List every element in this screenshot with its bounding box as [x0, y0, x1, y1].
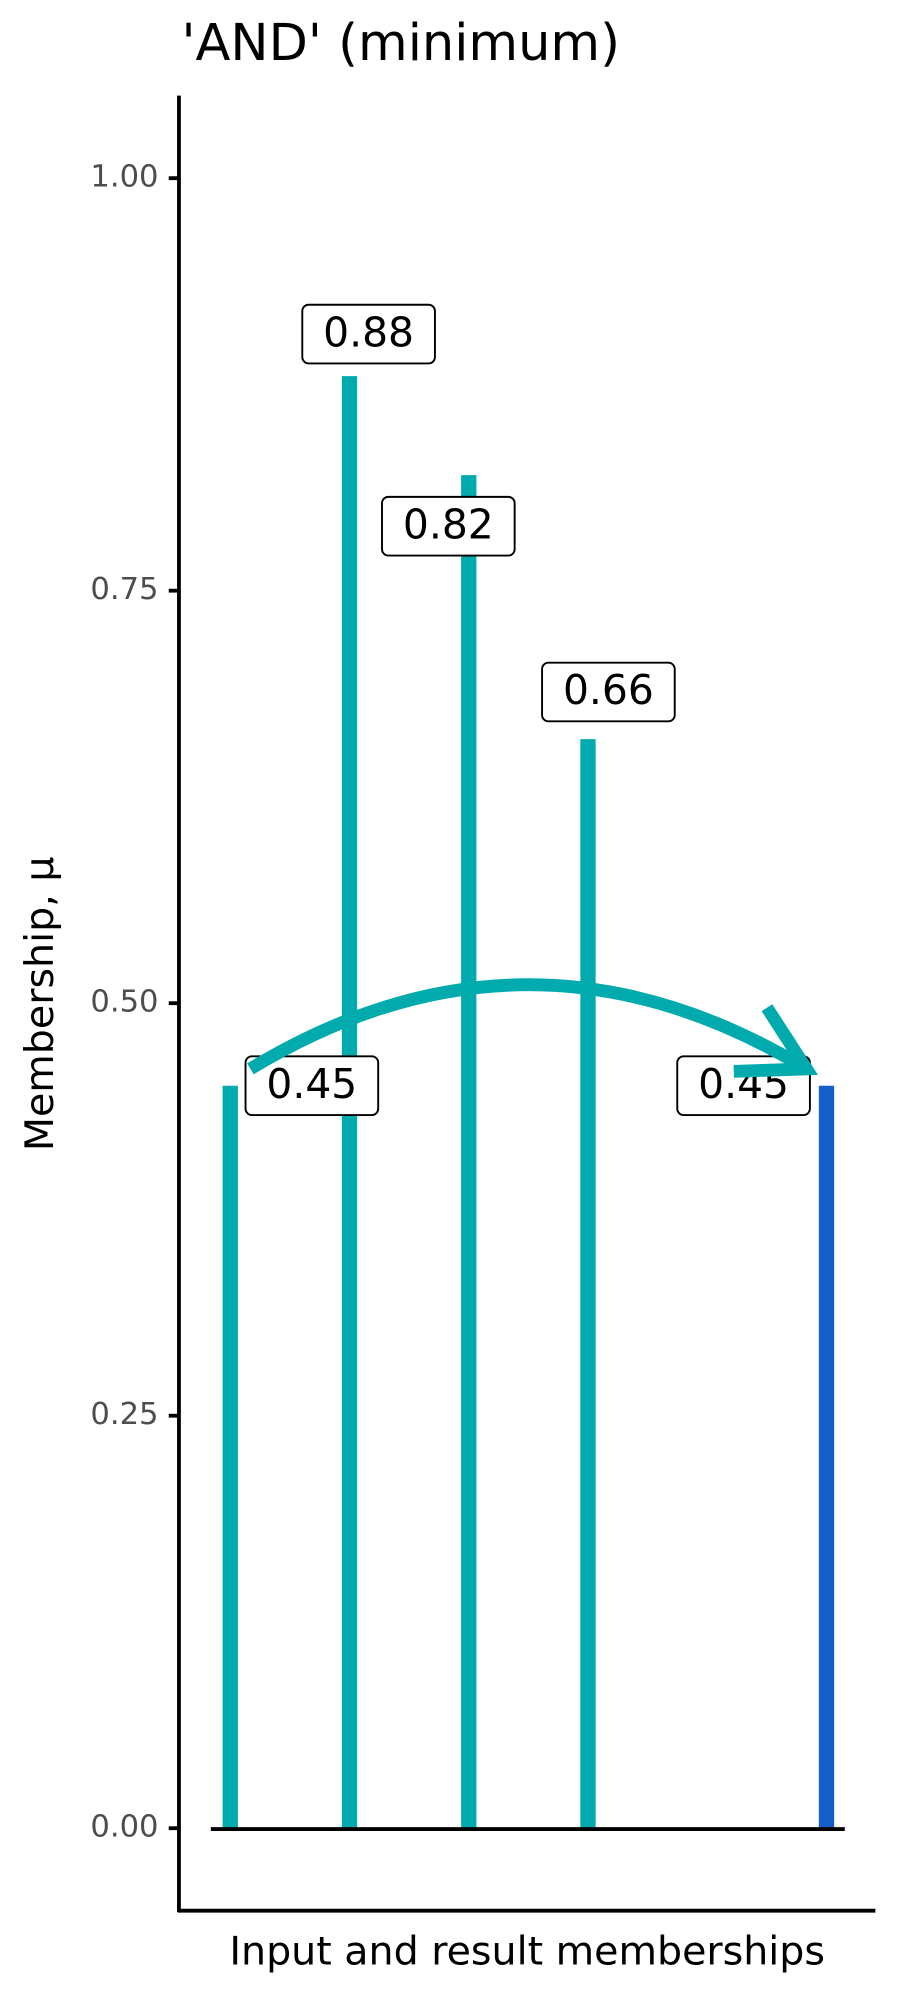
value-label: 0.45 — [266, 1060, 357, 1108]
labels: 0.450.880.820.660.45 — [244, 303, 811, 1116]
arrow-curve — [247, 978, 810, 1075]
value-label-box — [381, 495, 516, 557]
value-label: 0.66 — [563, 666, 654, 714]
value-label-box — [244, 1055, 380, 1116]
y-tick-label: 0.00 — [90, 1810, 158, 1845]
value-label: 0.88 — [323, 308, 414, 356]
y-tick-label: 1.00 — [90, 160, 158, 195]
x-axis-label: Input and result memberships — [229, 1929, 825, 1975]
marks — [222, 376, 835, 1829]
chart-title: 'AND' (minimum) — [182, 14, 621, 73]
y-tick-label: 0.75 — [90, 572, 158, 607]
y-tick-label: 0.25 — [90, 1397, 158, 1432]
min-arrow — [247, 978, 818, 1078]
y-tick-label: 0.50 — [90, 985, 158, 1020]
arrow-head — [733, 1004, 818, 1078]
value-label-box — [541, 661, 676, 723]
value-label-box — [301, 303, 436, 365]
value-label: 0.82 — [403, 500, 494, 548]
y-axis-label: Membership, μ — [17, 857, 63, 1152]
